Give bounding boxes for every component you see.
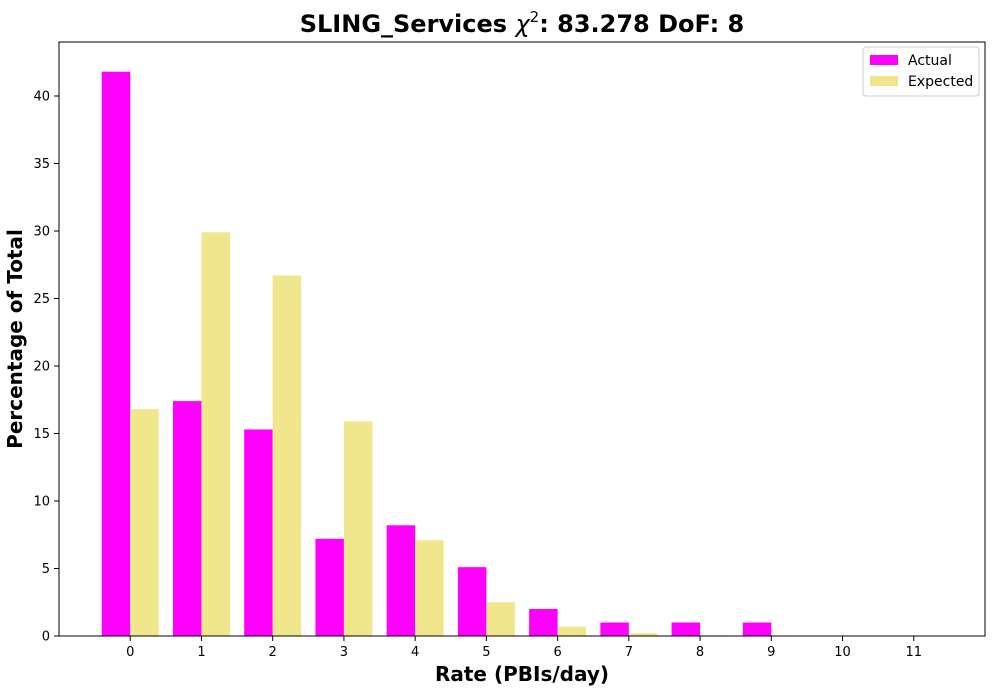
y-tick-label-40: 40: [33, 90, 50, 105]
y-tick-label-5: 5: [42, 562, 50, 577]
y-tick-label-20: 20: [33, 360, 50, 375]
bar-expected-5: [486, 602, 515, 636]
y-tick-label-30: 30: [33, 225, 50, 240]
legend: Actual Expected: [862, 46, 980, 97]
bars-group: [101, 71, 800, 636]
y-tick-label-25: 25: [33, 292, 50, 307]
x-tick-label-10: 10: [834, 645, 851, 660]
x-tick-label-2: 2: [269, 645, 277, 660]
chart-title-prefix: SLING_Services: [300, 10, 516, 38]
plot-frame: [58, 41, 986, 637]
bar-actual-6: [529, 609, 558, 636]
y-axis-title: Percentage of Total: [3, 229, 27, 449]
x-tick-label-8: 8: [696, 645, 704, 660]
y-tick-label-15: 15: [33, 427, 50, 442]
bar-expected-1: [201, 232, 230, 636]
bar-actual-8: [671, 622, 701, 636]
y-tick-label-0: 0: [42, 630, 50, 645]
x-tick-label-6: 6: [553, 645, 561, 660]
x-tick-label-0: 0: [126, 645, 134, 660]
x-tick-label-4: 4: [411, 645, 419, 660]
y-tick-label-10: 10: [33, 495, 50, 510]
x-tick-label-11: 11: [905, 645, 922, 660]
y-tick-label-35: 35: [33, 157, 50, 172]
bar-expected-7: [628, 633, 658, 636]
x-tick-label-7: 7: [625, 645, 633, 660]
legend-swatch-actual: [870, 55, 898, 65]
chart-title-chi-symbol: χ: [513, 10, 530, 38]
x-tick-label-9: 9: [767, 645, 775, 660]
x-tick-label-5: 5: [482, 645, 490, 660]
bar-actual-1: [172, 401, 202, 636]
x-tick-label-3: 3: [340, 645, 348, 660]
bar-actual-4: [386, 525, 416, 636]
bar-expected-6: [557, 626, 587, 636]
bar-actual-0: [101, 71, 131, 636]
bar-actual-5: [457, 567, 487, 636]
chart-title: SLING_Services χ2: 83.278 DoF: 8: [300, 8, 745, 38]
legend-label-expected: Expected: [908, 74, 973, 90]
bar-expected-4: [415, 540, 444, 636]
bar-actual-9: [742, 622, 772, 636]
bar-expected-3: [343, 421, 373, 636]
bar-expected-2: [272, 275, 302, 636]
bar-actual-7: [600, 622, 629, 636]
chart-title-suffix: : 83.278 DoF: 8: [539, 10, 744, 38]
x-axis-title: Rate (PBIs/day): [435, 662, 609, 686]
legend-label-actual: Actual: [908, 53, 952, 69]
bar-actual-2: [244, 429, 273, 636]
x-tick-label-1: 1: [197, 645, 205, 660]
bar-expected-0: [130, 409, 159, 636]
bar-actual-3: [315, 538, 344, 636]
legend-swatch-expected: [870, 76, 898, 86]
y-axis-ticks: 0 5 10 15 20 25 30 35 40: [33, 90, 59, 645]
chart-title-superscript: 2: [530, 8, 540, 26]
x-axis-ticks: 0 1 2 3 4 5 6 7 8 9 10 11: [126, 636, 922, 660]
